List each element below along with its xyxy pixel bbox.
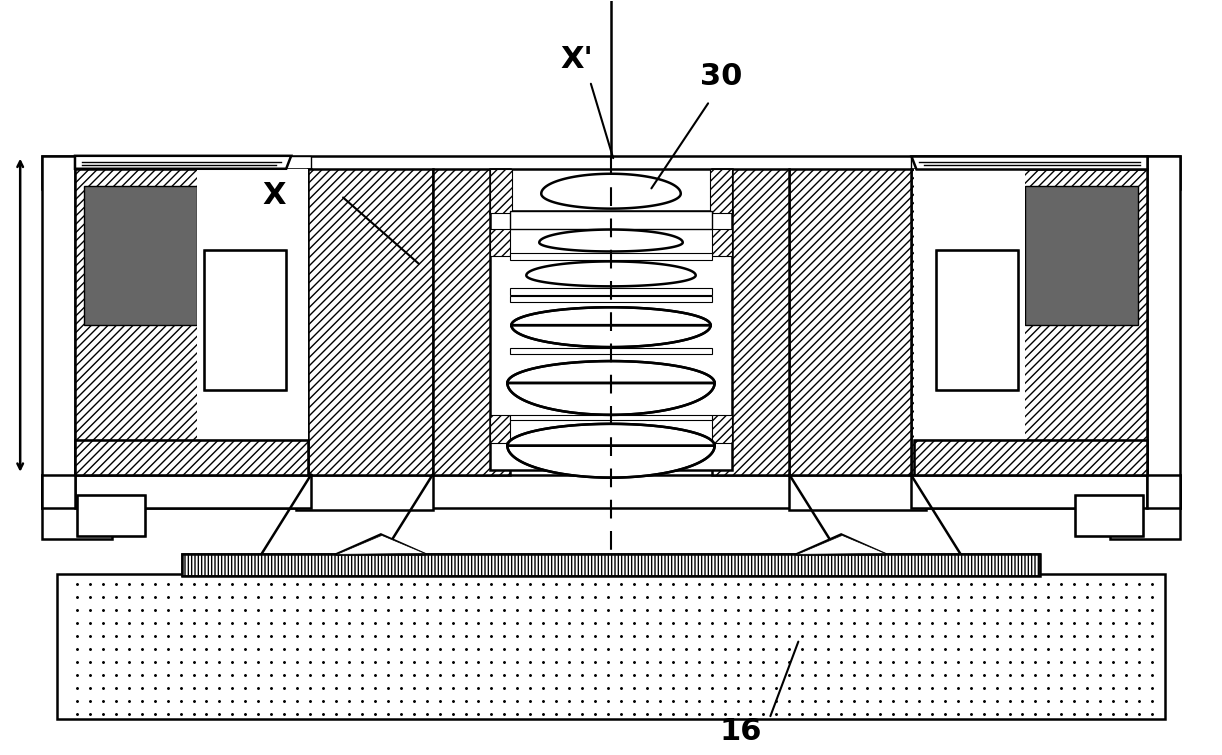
Bar [75,439,308,475]
Bar [204,251,286,390]
Bar [308,169,433,475]
Polygon shape [797,535,886,554]
Text: X: X [263,181,286,210]
Bar [511,254,711,260]
Bar [936,251,1018,390]
Text: 16: 16 [720,717,763,746]
Bar [490,169,732,213]
Bar [711,229,732,257]
Bar [914,439,1147,475]
Polygon shape [789,475,926,510]
Bar [42,156,1180,189]
Bar [182,554,1040,576]
Bar [1075,495,1143,536]
Bar [197,169,308,439]
Bar [490,414,511,442]
Polygon shape [541,174,681,208]
Bar [914,439,1147,475]
Bar [710,169,732,213]
Polygon shape [511,307,711,347]
Bar [910,156,1147,169]
Bar [511,348,711,354]
Bar [77,495,144,536]
Bar [789,169,910,475]
Bar [490,169,512,213]
Bar [42,489,112,539]
Bar [42,475,1180,507]
Bar [711,169,789,475]
Bar [511,288,711,295]
Bar [910,169,1147,475]
Polygon shape [337,535,425,554]
Bar [1147,475,1180,507]
Bar [490,211,732,470]
Bar [77,495,144,536]
Bar [75,169,312,475]
Polygon shape [797,535,885,554]
Polygon shape [75,156,291,169]
Bar [914,169,1025,439]
Bar [42,156,75,507]
Bar [42,475,75,507]
Bar [84,186,197,325]
Bar [57,575,1165,719]
Bar [1025,186,1138,325]
Polygon shape [507,361,715,414]
Polygon shape [539,230,683,251]
Bar [511,414,711,420]
Bar [204,251,286,390]
Bar [1147,156,1180,507]
Polygon shape [910,156,1147,169]
Bar [936,251,1018,390]
Bar [711,414,732,442]
Bar [75,475,312,507]
Bar [511,296,711,302]
Bar [511,211,711,229]
Bar [910,475,1147,507]
Bar [75,439,308,475]
Bar [1075,495,1143,536]
Bar [182,554,1040,576]
Polygon shape [296,475,433,510]
Polygon shape [507,424,715,478]
Polygon shape [336,535,425,554]
Text: X': X' [560,45,593,74]
Bar [433,169,511,475]
Bar [1110,489,1180,539]
Bar [490,229,511,257]
Bar [75,156,312,169]
Text: 30: 30 [700,62,742,91]
Polygon shape [527,261,695,286]
